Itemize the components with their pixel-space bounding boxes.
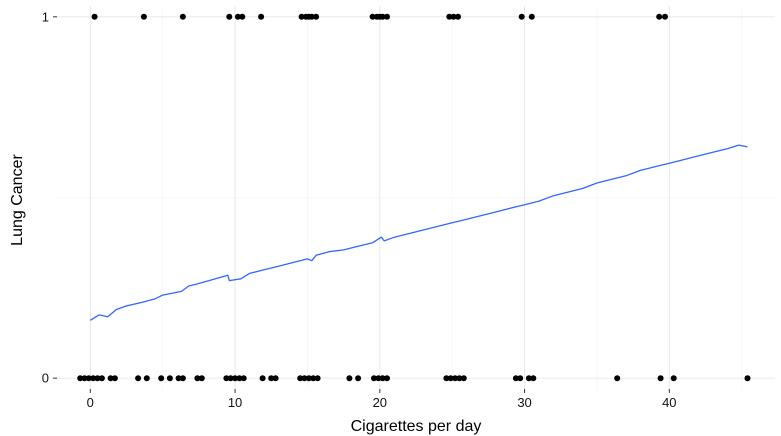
data-point xyxy=(297,375,304,382)
data-point xyxy=(272,375,279,382)
data-point xyxy=(369,13,376,20)
data-point xyxy=(355,375,362,382)
data-point xyxy=(239,13,246,20)
data-point xyxy=(298,13,305,20)
trend-line xyxy=(89,144,748,321)
data-point xyxy=(240,375,247,382)
data-point xyxy=(314,375,321,382)
x-tick-label: 20 xyxy=(373,395,387,410)
x-tick-label: 0 xyxy=(87,395,94,410)
data-point xyxy=(166,375,173,382)
data-point xyxy=(158,375,165,382)
data-point xyxy=(77,375,84,382)
data-point xyxy=(90,375,97,382)
data-point xyxy=(375,375,382,382)
data-point xyxy=(91,13,98,20)
data-point xyxy=(143,375,150,382)
data-point xyxy=(179,375,186,382)
data-point xyxy=(227,375,234,382)
x-tick-label: 40 xyxy=(662,395,676,410)
data-point xyxy=(460,375,467,382)
data-point xyxy=(232,375,239,382)
data-point xyxy=(179,13,186,20)
data-point xyxy=(384,13,390,20)
data-point xyxy=(135,375,142,382)
data-point xyxy=(670,375,677,382)
y-tick-label: 1 xyxy=(42,9,49,24)
trend-line-path xyxy=(89,144,748,321)
x-axis-title: Cigarettes per day xyxy=(351,418,482,435)
data-point xyxy=(234,13,241,20)
y-axis-title: Lung Cancer xyxy=(9,154,26,246)
data-point xyxy=(226,13,233,20)
data-point xyxy=(512,375,519,382)
data-point xyxy=(305,375,312,382)
data-point xyxy=(528,13,535,20)
data-point xyxy=(379,375,386,382)
data-point xyxy=(308,13,315,20)
data-point xyxy=(268,375,275,382)
data-point xyxy=(443,375,450,382)
data-point xyxy=(140,13,147,20)
data-point xyxy=(313,13,320,20)
data-point xyxy=(259,375,266,382)
data-point xyxy=(525,375,532,382)
x-tick-label: 10 xyxy=(228,395,242,410)
data-point xyxy=(446,13,453,20)
x-tick-label: 30 xyxy=(517,395,531,410)
scatter-points xyxy=(77,13,751,382)
data-point xyxy=(656,13,663,20)
data-point xyxy=(517,375,524,382)
data-point xyxy=(81,375,88,382)
data-point xyxy=(111,375,118,382)
data-point xyxy=(236,375,243,382)
data-point xyxy=(447,375,454,382)
data-point xyxy=(175,375,182,382)
data-point xyxy=(518,13,525,20)
data-point xyxy=(450,13,457,20)
grid xyxy=(57,6,775,389)
data-point xyxy=(107,375,114,382)
data-point xyxy=(258,13,265,20)
data-point xyxy=(198,375,205,382)
data-point xyxy=(194,375,201,382)
data-point xyxy=(223,375,230,382)
data-point xyxy=(98,375,105,382)
data-point xyxy=(662,13,668,20)
data-point xyxy=(94,375,101,382)
axes: 0 10 20 30 40 0 1 xyxy=(42,9,677,410)
data-point xyxy=(371,375,377,382)
data-point xyxy=(301,375,308,382)
data-point xyxy=(384,375,390,382)
data-point xyxy=(310,375,317,382)
data-point xyxy=(85,375,92,382)
data-point xyxy=(455,13,461,20)
y-tick-label: 0 xyxy=(42,371,49,386)
data-point xyxy=(379,13,386,20)
data-point xyxy=(456,375,463,382)
data-point xyxy=(744,375,751,382)
data-point xyxy=(346,375,353,382)
data-point xyxy=(657,375,664,382)
data-point xyxy=(614,375,621,382)
data-point xyxy=(530,375,537,382)
data-point xyxy=(452,375,459,382)
